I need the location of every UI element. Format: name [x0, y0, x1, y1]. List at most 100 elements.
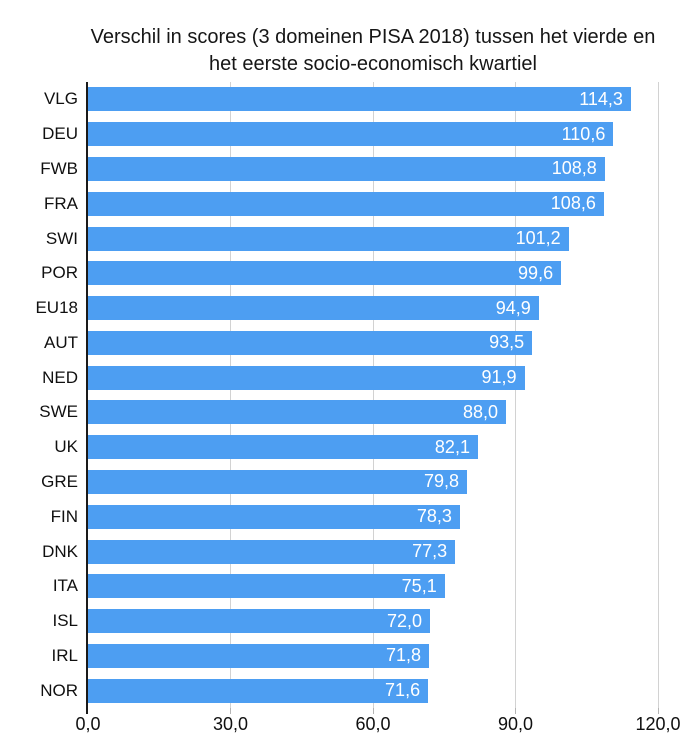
bar-track: 78,3: [88, 504, 658, 529]
bar: 94,9: [88, 296, 539, 321]
bar: 77,3: [88, 539, 456, 564]
bar-value-label: 99,6: [518, 262, 554, 283]
bar: 75,1: [88, 574, 445, 599]
bar: 71,6: [88, 678, 429, 703]
category-label: UK: [54, 437, 78, 457]
chart-row: FRA 108,6: [0, 186, 658, 221]
bar-value-label: 114,3: [579, 88, 623, 109]
chart-row: SWE 88,0: [0, 395, 658, 430]
bar-track: 77,3: [88, 539, 658, 564]
category-label: FWB: [40, 158, 78, 178]
bar: 71,8: [88, 643, 430, 668]
bar-track: 108,6: [88, 191, 658, 216]
bar-track: 82,1: [88, 435, 658, 460]
bar-track: 88,0: [88, 400, 658, 425]
bar-track: 93,5: [88, 330, 658, 355]
chart-row: DEU 110,6: [0, 117, 658, 152]
bar: 91,9: [88, 365, 525, 390]
chart-row: DNK 77,3: [0, 534, 658, 569]
bar: 88,0: [88, 400, 506, 425]
category-label: SWI: [45, 228, 78, 248]
category-label: VLG: [43, 89, 78, 109]
category-label: EU18: [35, 298, 78, 318]
bar-value-label: 110,6: [561, 123, 606, 144]
x-tick-mark: [515, 708, 516, 714]
bar-track: 99,6: [88, 261, 658, 286]
bar-value-label: 93,5: [489, 332, 525, 353]
x-tick-mark: [657, 708, 659, 714]
bar-track: 114,3: [88, 87, 658, 112]
chart-row: GRE 79,8: [0, 465, 658, 500]
gridline-x-120: [657, 82, 659, 708]
chart-row: FIN 78,3: [0, 499, 658, 534]
y-axis-line: [86, 82, 88, 714]
bar: 93,5: [88, 330, 533, 355]
bar-value-label: 88,0: [462, 401, 498, 422]
bar-value-label: 72,0: [386, 610, 422, 631]
bar: 82,1: [88, 435, 478, 460]
x-tick-label: 30,0: [212, 714, 249, 734]
chart-row: VLG 114,3: [0, 82, 658, 117]
x-tick-mark: [230, 708, 231, 714]
gridline-x-30: [230, 82, 231, 708]
category-label: ISL: [52, 611, 78, 631]
chart-row: FWB 108,8: [0, 152, 658, 187]
x-tick-mark: [372, 708, 374, 714]
bar-value-label: 91,9: [481, 367, 517, 388]
category-label: NED: [42, 367, 78, 387]
bar: 79,8: [88, 469, 468, 494]
bar-value-label: 94,9: [495, 297, 531, 318]
bar-value-label: 75,1: [401, 575, 437, 596]
bar-value-label: 82,1: [434, 436, 470, 457]
x-tick-label: 120,0: [635, 714, 681, 734]
bar-track: 94,9: [88, 296, 658, 321]
x-tick-label: 0,0: [75, 714, 101, 734]
bar-track: 108,8: [88, 156, 658, 181]
x-tick-label: 60,0: [355, 714, 391, 734]
bar-value-label: 101,2: [515, 228, 561, 249]
x-axis-labels: 0,0 30,0 60,0 90,0 120,0: [75, 714, 680, 740]
chart-title-line2: het eerste socio-economisch kwartiel: [209, 53, 537, 75]
chart-row: UK 82,1: [0, 430, 658, 465]
bar: 108,6: [88, 191, 604, 216]
bar-value-label: 108,6: [550, 193, 596, 214]
category-label: ITA: [52, 576, 78, 596]
category-label: NOR: [40, 680, 78, 700]
bar: 101,2: [88, 226, 569, 251]
bar: 99,6: [88, 261, 562, 286]
plot-area: [88, 82, 659, 708]
category-label: DEU: [42, 124, 78, 144]
chart-row: ISL 72,0: [0, 604, 658, 639]
bar-track: 91,9: [88, 365, 658, 390]
x-tick-label: 90,0: [497, 714, 534, 734]
bar: 72,0: [88, 609, 430, 634]
chart-rows: VLG 114,3 DEU 110,6 FWB 108,8 FRA 108,6 SWI 101,2…: [0, 82, 658, 708]
bar-track: 72,0: [88, 609, 658, 634]
bar-track: 71,8: [88, 643, 658, 668]
bar: 78,3: [88, 504, 460, 529]
bar: 110,6: [88, 122, 614, 147]
chart-row: NOR 71,6: [0, 673, 658, 708]
bar-value-label: 78,3: [416, 506, 452, 527]
category-label: GRE: [41, 471, 78, 491]
chart-title-line1: Verschil in scores (3 domeinen PISA 2018…: [90, 26, 656, 48]
category-label: POR: [41, 263, 78, 283]
bar-value-label: 79,8: [424, 471, 460, 492]
chart-row: EU18 94,9: [0, 291, 658, 326]
bar-value-label: 77,3: [412, 541, 448, 562]
bar-track: 79,8: [88, 469, 658, 494]
chart-title: Verschil in scores (3 domeinen PISA 2018…: [78, 24, 668, 78]
chart-row: NED 91,9: [0, 360, 658, 395]
bar-track: 71,6: [88, 678, 658, 703]
category-label: DNK: [42, 541, 78, 561]
gridline-x-60: [372, 82, 374, 708]
bar: 114,3: [88, 87, 631, 112]
chart-row: IRL 71,8: [0, 639, 658, 674]
chart-row: ITA 75,1: [0, 569, 658, 604]
bar-value-label: 71,6: [385, 680, 421, 701]
chart-row: AUT 93,5: [0, 325, 658, 360]
category-label: AUT: [44, 332, 78, 352]
category-label: FIN: [50, 506, 78, 526]
bar-track: 75,1: [88, 574, 658, 599]
